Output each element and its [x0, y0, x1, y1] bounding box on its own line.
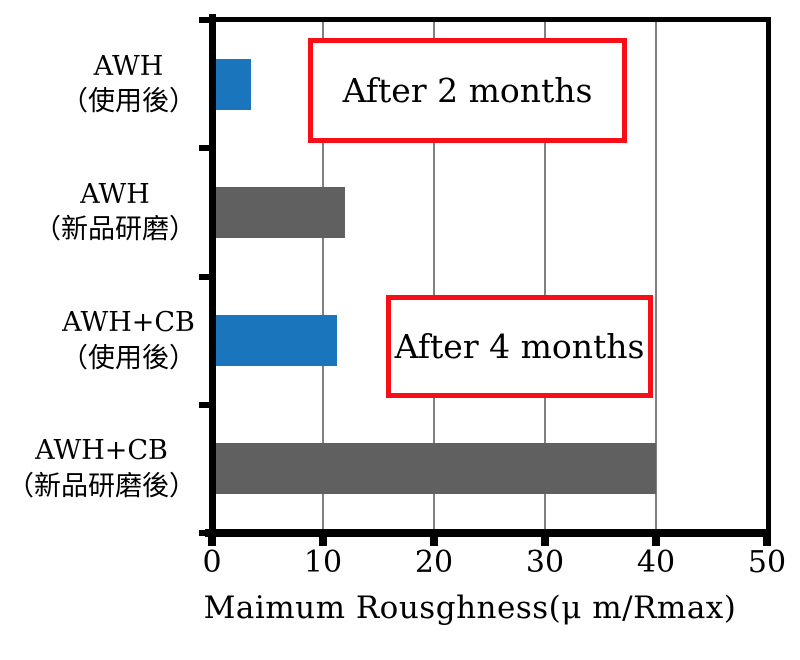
y-axis-tick-4	[199, 530, 209, 536]
x-axis-tick-50	[763, 537, 771, 546]
bar-1-gray	[212, 186, 346, 238]
gridline-x-10	[322, 20, 324, 533]
y-category-label-2: AWH+CB （使用後）	[61, 277, 196, 405]
bar-3-gray	[212, 443, 656, 495]
y-category-label-line: （新品研磨）	[34, 214, 196, 246]
y-axis-tick-0	[199, 17, 209, 23]
annotation-after-4-months: After 4 months	[386, 295, 653, 398]
x-axis-tick-20	[430, 537, 438, 546]
gridline-x-40	[655, 20, 657, 533]
y-category-label-line: AWH+CB	[35, 435, 168, 467]
x-tick-label-50: 50	[747, 545, 787, 580]
y-category-label-3: AWH+CB （新品研磨後）	[7, 405, 196, 533]
gridline-x-30	[544, 20, 546, 533]
y-category-label-0: AWH （使用後）	[61, 20, 196, 148]
y-category-label-line: （使用後）	[61, 86, 196, 118]
gridline-x-20	[433, 20, 435, 533]
x-axis-tick-10	[319, 537, 327, 546]
x-axis-tick-40	[652, 537, 660, 546]
bar-2-blue	[212, 315, 338, 367]
y-category-label-line: AWH	[93, 50, 164, 82]
y-category-label-line: （使用後）	[61, 342, 196, 374]
annotation-after-2-months: After 2 months	[308, 38, 627, 143]
x-axis-tick-0	[208, 537, 216, 546]
x-tick-label-30: 30	[525, 545, 565, 580]
y-axis-tick-3	[199, 401, 209, 408]
y-axis-tick-2	[199, 273, 209, 280]
plot-border-top	[209, 17, 771, 22]
y-category-label-line: （新品研磨後）	[7, 470, 196, 502]
x-axis-line	[205, 529, 771, 537]
x-axis-tick-30	[541, 537, 549, 546]
y-axis-tick-1	[199, 145, 209, 152]
x-tick-label-0: 0	[202, 545, 222, 580]
x-axis-title: Maimum Rousghness(μ m/Rmax)	[203, 590, 737, 626]
x-tick-label-40: 40	[636, 545, 676, 580]
bar-0-blue	[212, 58, 251, 110]
x-tick-label-10: 10	[303, 545, 343, 580]
x-tick-label-20: 20	[414, 545, 454, 580]
y-axis-line	[209, 14, 216, 538]
y-category-label-1: AWH （新品研磨）	[34, 148, 196, 276]
y-category-label-line: AWH	[80, 178, 150, 210]
plot-border-right	[766, 17, 771, 537]
y-category-label-line: AWH+CB	[62, 307, 195, 338]
